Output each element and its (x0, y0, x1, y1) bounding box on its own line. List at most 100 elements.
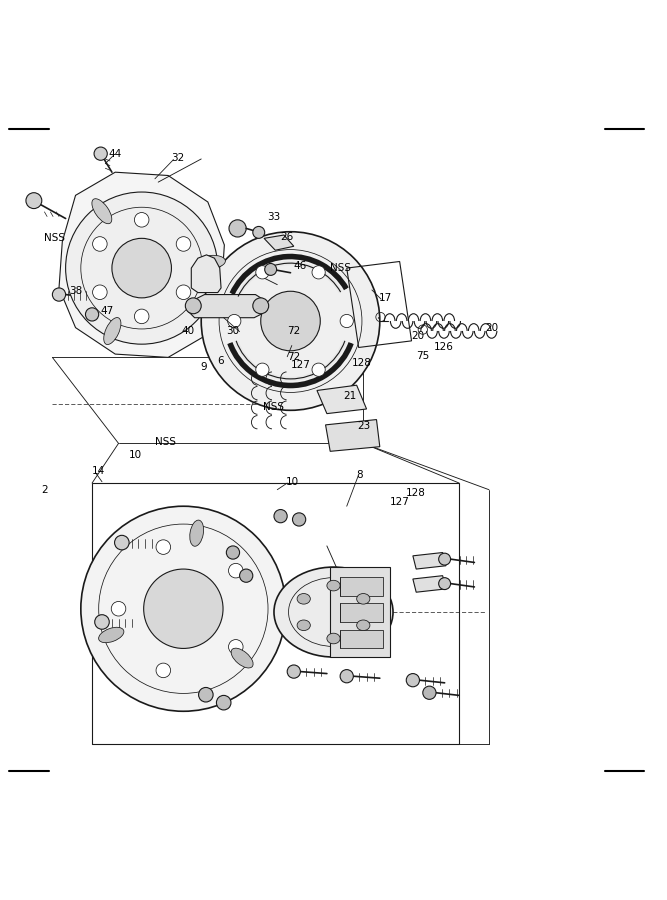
Polygon shape (325, 419, 380, 451)
Circle shape (261, 292, 320, 351)
Circle shape (65, 192, 217, 344)
Circle shape (439, 554, 451, 565)
Text: 72: 72 (287, 353, 300, 363)
Circle shape (239, 569, 253, 582)
Circle shape (293, 513, 305, 526)
Circle shape (312, 266, 325, 279)
Text: 20: 20 (412, 331, 425, 341)
Text: 40: 40 (181, 326, 195, 336)
Text: 128: 128 (406, 488, 426, 498)
Ellipse shape (196, 256, 225, 269)
Text: 44: 44 (109, 148, 122, 158)
Ellipse shape (327, 580, 340, 591)
Polygon shape (413, 553, 446, 569)
Text: 26: 26 (281, 232, 294, 242)
Text: 33: 33 (267, 212, 281, 221)
Ellipse shape (327, 634, 340, 643)
Circle shape (439, 578, 451, 590)
Polygon shape (330, 567, 390, 657)
Text: 17: 17 (378, 292, 392, 303)
Text: 9: 9 (200, 363, 207, 373)
Circle shape (135, 212, 149, 227)
Circle shape (85, 308, 99, 321)
Text: 14: 14 (92, 466, 105, 476)
Bar (92, 483, 459, 744)
Circle shape (26, 193, 42, 209)
Text: 6: 6 (217, 356, 224, 365)
Circle shape (253, 298, 269, 314)
Circle shape (81, 506, 286, 711)
Circle shape (287, 665, 300, 679)
Text: 10: 10 (286, 477, 299, 487)
Circle shape (201, 231, 380, 410)
Text: NSS: NSS (263, 402, 283, 412)
Ellipse shape (231, 648, 253, 668)
Text: 126: 126 (434, 343, 454, 353)
Ellipse shape (297, 593, 310, 604)
Text: 30: 30 (227, 326, 239, 336)
Circle shape (176, 285, 191, 300)
Circle shape (94, 147, 107, 160)
Text: NSS: NSS (155, 437, 176, 447)
Text: 32: 32 (171, 153, 185, 163)
Circle shape (199, 688, 213, 702)
Text: NSS: NSS (330, 263, 352, 273)
Ellipse shape (357, 593, 370, 604)
Ellipse shape (190, 520, 203, 546)
Text: NSS: NSS (44, 233, 65, 243)
Circle shape (135, 309, 149, 324)
Circle shape (111, 601, 126, 616)
Circle shape (340, 670, 354, 683)
Polygon shape (188, 294, 267, 318)
Circle shape (95, 615, 109, 629)
Circle shape (423, 686, 436, 699)
Circle shape (229, 220, 246, 237)
Text: 10: 10 (129, 450, 141, 460)
Circle shape (156, 540, 171, 554)
Circle shape (112, 238, 171, 298)
Circle shape (265, 264, 277, 275)
Text: 75: 75 (416, 351, 430, 361)
Bar (340, 604, 383, 622)
Text: 128: 128 (352, 357, 372, 368)
Circle shape (93, 285, 107, 300)
Ellipse shape (357, 620, 370, 631)
Ellipse shape (297, 620, 310, 631)
Circle shape (312, 363, 325, 376)
Circle shape (274, 509, 287, 523)
Circle shape (227, 314, 241, 328)
Text: 23: 23 (358, 421, 371, 431)
Text: 20: 20 (486, 322, 499, 333)
Text: 38: 38 (69, 286, 82, 296)
Circle shape (255, 363, 269, 376)
Circle shape (176, 237, 191, 251)
Circle shape (229, 640, 243, 654)
Text: 127: 127 (291, 360, 310, 370)
Ellipse shape (104, 318, 121, 345)
Circle shape (406, 673, 420, 687)
Text: 2: 2 (41, 485, 48, 495)
Circle shape (226, 546, 239, 559)
Circle shape (156, 663, 171, 678)
Circle shape (229, 563, 243, 578)
Circle shape (253, 227, 265, 239)
Circle shape (340, 314, 354, 328)
Ellipse shape (92, 199, 112, 224)
Bar (340, 577, 383, 596)
Ellipse shape (274, 567, 393, 657)
Polygon shape (191, 255, 221, 292)
Circle shape (115, 536, 129, 550)
Circle shape (93, 237, 107, 251)
Polygon shape (413, 576, 446, 592)
Circle shape (255, 266, 269, 279)
Text: 127: 127 (390, 497, 410, 507)
Circle shape (53, 288, 65, 302)
Text: 21: 21 (344, 391, 357, 401)
Text: 72: 72 (287, 326, 300, 336)
Circle shape (216, 696, 231, 710)
Text: 8: 8 (357, 470, 364, 480)
Polygon shape (264, 235, 293, 250)
Polygon shape (59, 172, 224, 357)
Circle shape (143, 569, 223, 648)
Ellipse shape (99, 627, 124, 643)
